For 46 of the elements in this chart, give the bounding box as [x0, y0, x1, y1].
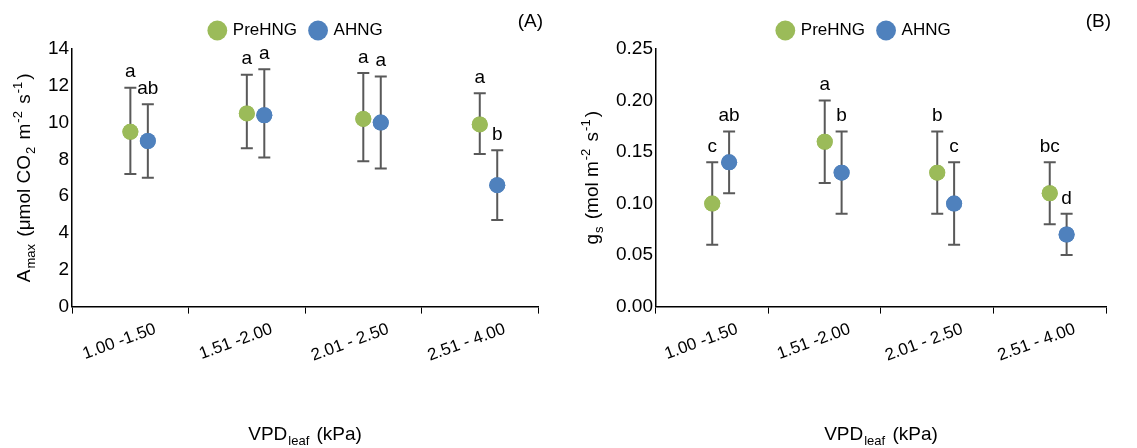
y-tick-label: 0.15	[616, 140, 653, 162]
x-tick-label: 1.00 -1.50	[79, 318, 159, 363]
text: Amax (μmol CO2 m-2 s-1)	[10, 73, 38, 283]
legend-label: AHNG	[901, 20, 951, 40]
annotation: a	[259, 41, 271, 63]
x-tick-label: 1.51 -2.00	[196, 318, 275, 363]
annotation: a	[125, 60, 137, 82]
y-tick-label: 0.05	[616, 243, 653, 265]
annotation: a	[241, 47, 253, 69]
y-tick-label: 8	[58, 147, 70, 169]
y-tick-label: 10	[47, 110, 70, 132]
annotation: ab	[137, 76, 159, 98]
y-tick-label: 12	[47, 74, 70, 96]
y-tick-label: 0.10	[616, 191, 653, 213]
y-tick-label: 14	[47, 37, 70, 59]
x-tick-label: 2.01 - 2.50	[308, 318, 392, 365]
annotation: a	[375, 49, 387, 71]
y-tick-label: 0.00	[616, 294, 653, 316]
annotation: bc	[1039, 135, 1060, 157]
x-tick-label: 2.51 - 4.00	[424, 318, 508, 365]
annotation: b	[491, 122, 503, 144]
annotation: ab	[718, 104, 740, 126]
y-tick-label: 0.25	[616, 37, 653, 59]
annotation: b	[931, 104, 943, 126]
annotation: c	[949, 135, 959, 157]
x-tick-label: 1.51 -2.00	[774, 318, 853, 363]
legend-label: PreHNG	[800, 20, 866, 40]
y-tick-label: 0.20	[616, 88, 653, 110]
y-tick-label: 4	[58, 221, 70, 243]
annotation: a	[358, 45, 370, 67]
legend-label: PreHNG	[232, 20, 298, 40]
y-tick-label: 2	[58, 258, 70, 280]
chart-title: (A)	[517, 10, 543, 32]
x-tick-label: 2.51 - 4.00	[994, 318, 1078, 365]
annotation: a	[474, 65, 486, 87]
legend-label: AHNG	[333, 20, 383, 40]
annotation: d	[1061, 186, 1072, 208]
y-tick-label: 0	[58, 294, 70, 316]
annotation: b	[836, 104, 847, 126]
y-axis-title: gs (mol m-2 s-1)	[578, 110, 606, 245]
annotation: a	[819, 73, 831, 95]
x-tick-label: 2.01 - 2.50	[882, 318, 966, 365]
x-tick-label: 1.00 -1.50	[661, 318, 741, 363]
annotation: c	[707, 135, 717, 157]
chart-title: (B)	[1085, 10, 1111, 32]
y-tick-label: 6	[58, 184, 70, 206]
